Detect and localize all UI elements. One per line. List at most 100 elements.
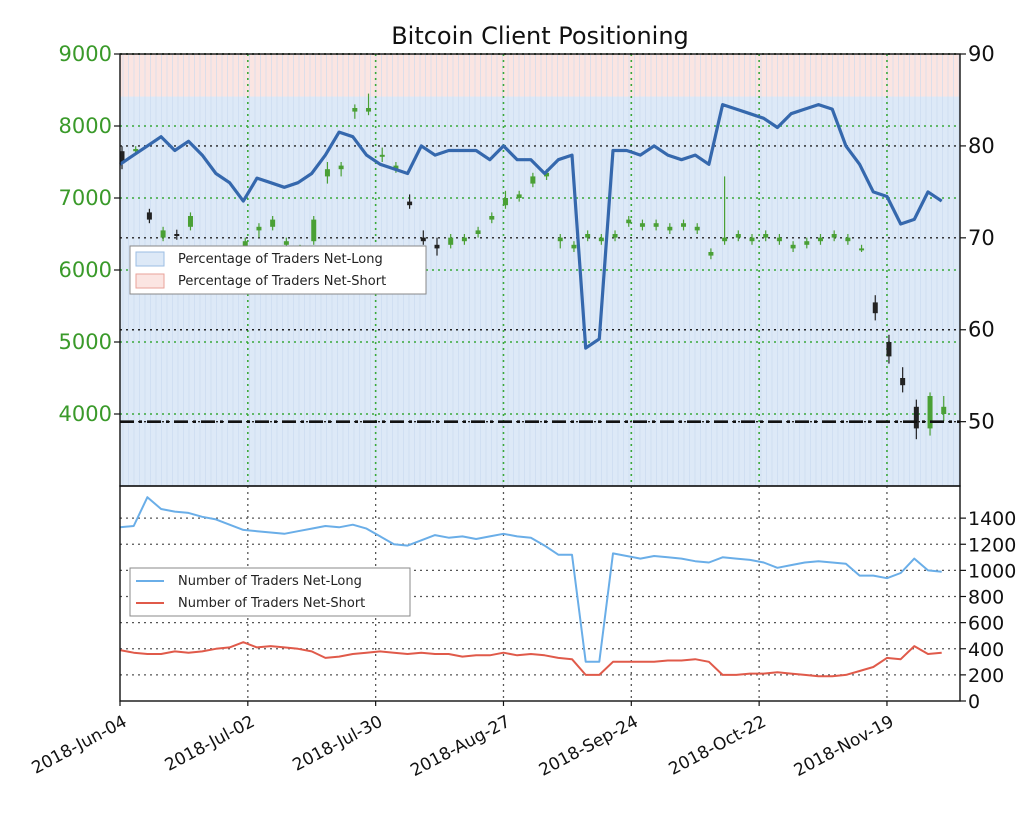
chart-title: Bitcoin Client Positioning [391, 22, 689, 50]
top-legend-frame [129, 245, 427, 295]
count-axis: 1400 1200 1000 800 600 400 200 0 [960, 508, 1016, 713]
count-tick-label: 1000 [968, 560, 1016, 582]
candle-body [749, 237, 755, 242]
candle-body [160, 230, 166, 238]
top-legend: Percentage of Traders Net-Long Percentag… [129, 245, 427, 295]
candle-body [311, 219, 317, 242]
percent-tick-label: 60 [968, 318, 995, 342]
legend-label-net-long-count: Number of Traders Net-Long [178, 574, 362, 589]
count-tick-label: 200 [968, 665, 1004, 687]
candle-body [913, 406, 919, 429]
price-tick-label: 7000 [59, 186, 112, 210]
candle-body [872, 302, 878, 314]
candle-body [174, 234, 180, 236]
candle-body [817, 237, 823, 242]
candle-body [393, 165, 399, 170]
price-tick-label: 5000 [59, 330, 112, 354]
candle-body [941, 406, 947, 414]
net-long-percentage-line [119, 103, 943, 350]
legend-swatch-net-short [135, 273, 165, 289]
candle-body [133, 149, 139, 152]
candle-body [530, 176, 536, 184]
candle-body [598, 237, 604, 242]
candle-body [845, 237, 851, 242]
percent-tick-label: 80 [968, 134, 995, 158]
count-tick-label: 400 [968, 639, 1004, 661]
date-tick-label: 2018-Aug-27 [407, 712, 514, 781]
candle-body [544, 172, 550, 177]
count-tick-label: 800 [968, 587, 1004, 609]
price-tick-label: 4000 [59, 402, 112, 426]
candle-body [886, 342, 892, 357]
candle-body [927, 396, 933, 429]
candle-body [585, 234, 591, 238]
candle-body [557, 237, 563, 242]
candle-body [790, 244, 796, 249]
net-long-count-line [119, 496, 942, 663]
candle-body [256, 226, 262, 231]
candle-body [626, 219, 632, 224]
candle-body [804, 241, 810, 245]
price-candles [119, 93, 947, 440]
candle-body [461, 237, 467, 242]
count-tick-label: 600 [968, 613, 1004, 635]
candle-body [324, 169, 330, 177]
candle-body [502, 198, 508, 206]
candle-body [763, 234, 769, 238]
trader-count-panel: 1400 1200 1000 800 600 400 200 0 Number of Trad… [119, 485, 1016, 713]
legend-label-net-short-count: Number of Traders Net-Short [178, 596, 365, 611]
candle-body [420, 237, 426, 242]
candle-body [667, 226, 673, 231]
candle-body [283, 241, 289, 245]
count-tick-label: 1400 [968, 508, 1016, 530]
price-tick-label: 8000 [59, 114, 112, 138]
legend-swatch-net-long [135, 251, 165, 267]
date-axis: 2018-Jun-04 2018-Jul-02 2018-Jul-30 2018-Au… [29, 701, 897, 781]
candle-body [379, 154, 385, 157]
candle-body [489, 216, 495, 220]
candle-body [722, 237, 728, 242]
candle-body [366, 108, 372, 112]
date-tick-label: 2018-Jul-30 [290, 712, 386, 776]
candle-body [146, 212, 152, 220]
price-axis: 9000 8000 7000 6000 5000 4000 [59, 42, 120, 426]
percent-tick-label: 70 [968, 226, 995, 250]
candle-body [270, 219, 276, 227]
candle-body [831, 234, 837, 238]
candle-body [338, 165, 344, 170]
date-tick-label: 2018-Oct-22 [666, 712, 770, 780]
candle-body [516, 194, 522, 198]
candle-body [681, 223, 687, 227]
candle-body [242, 241, 248, 249]
candle-body [653, 223, 659, 227]
candle-body [708, 252, 714, 256]
candle-body [475, 230, 481, 234]
candle-body [187, 216, 193, 227]
candle-body [434, 244, 440, 249]
date-tick-label: 2018-Jul-02 [162, 712, 258, 776]
bottom-legend-frame [129, 567, 411, 617]
legend-label-net-long: Percentage of Traders Net-Long [178, 252, 383, 267]
candle-body [119, 151, 125, 164]
count-tick-label: 1200 [968, 534, 1016, 556]
price-sentiment-panel: 9000 8000 7000 6000 5000 4000 90 80 70 60 50 Perc… [59, 42, 995, 487]
candle-body [776, 237, 782, 242]
candle-body [735, 234, 741, 238]
percent-tick-label: 50 [968, 410, 995, 434]
candle-body [448, 237, 454, 245]
percent-axis: 90 80 70 60 50 [960, 42, 995, 434]
price-tick-label: 9000 [59, 42, 112, 66]
net-short-count-line [119, 641, 942, 678]
date-tick-label: 2018-Sep-24 [536, 712, 642, 781]
count-tick-label: 0 [968, 691, 980, 713]
candle-body [694, 226, 700, 231]
legend-label-net-short: Percentage of Traders Net-Short [178, 274, 386, 289]
date-tick-label: 2018-Jun-04 [29, 712, 131, 779]
date-tick-label: 2018-Nov-19 [791, 712, 897, 781]
bottom-panel-frame [119, 485, 961, 702]
candle-body [859, 248, 865, 251]
candle-body [352, 108, 358, 112]
percent-tick-label: 90 [968, 42, 995, 66]
candle-body [639, 223, 645, 227]
